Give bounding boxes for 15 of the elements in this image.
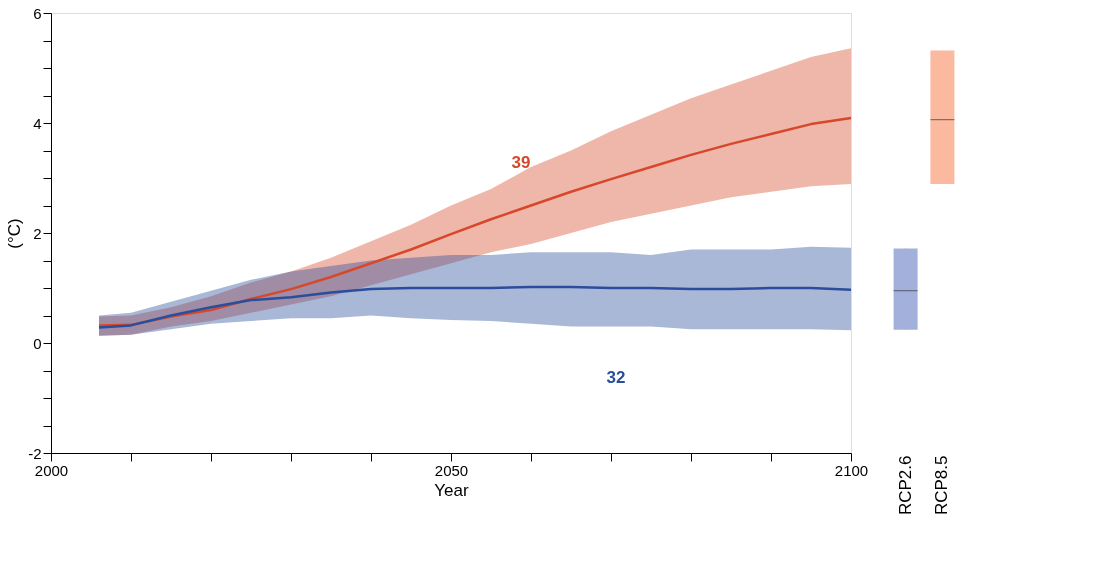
x-tick-label: 2100 xyxy=(834,461,869,479)
x-tick-label: RCP2.6 xyxy=(895,455,915,516)
y-axis-title: (°C) xyxy=(5,218,25,249)
y-tick-label: 2 xyxy=(33,224,42,242)
x-tick-label: 2050 xyxy=(434,461,469,479)
y-tick-label: 4 xyxy=(33,114,42,132)
y-tick-label: -2 xyxy=(28,444,42,462)
annotation: 39 xyxy=(511,153,531,172)
x-tick-label: RCP8.5 xyxy=(932,455,952,516)
x-axis-title: Year xyxy=(434,480,470,500)
annotation: 32 xyxy=(606,368,626,387)
y-tick-label: 0 xyxy=(33,334,42,352)
y-tick-label: 6 xyxy=(33,4,42,22)
line-series xyxy=(97,285,853,329)
x-tick-label: 2000 xyxy=(34,461,69,479)
